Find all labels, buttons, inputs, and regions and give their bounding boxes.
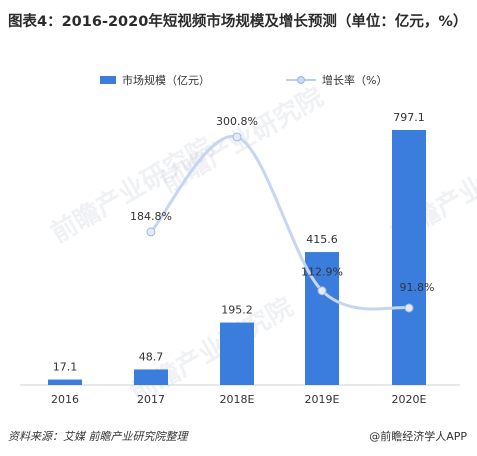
legend-bar-swatch (100, 76, 116, 84)
legend-label-market-size: 市场规模（亿元） (122, 74, 210, 87)
growth-rate-label: 91.8% (400, 281, 435, 294)
legend-line-swatch (286, 75, 316, 85)
bar (392, 130, 426, 385)
source-note: 资料来源：艾媒 前瞻产业研究院整理 (8, 430, 188, 443)
growth-rate-point (317, 286, 327, 296)
growth-rate-label: 184.8% (130, 210, 172, 223)
growth-rate-point (232, 132, 242, 142)
legend-label-growth-rate: 增长率（%） (322, 74, 388, 87)
x-tick-label: 2016 (51, 393, 79, 406)
bar-value-label: 797.1 (393, 111, 425, 124)
legend-item-growth-rate: 增长率（%） (286, 72, 387, 88)
bar-value-label: 415.6 (306, 233, 338, 246)
bar (48, 379, 82, 385)
growth-rate-line (149, 134, 410, 311)
x-tick-label: 2018E (220, 393, 255, 406)
growth-rate-label: 112.9% (301, 266, 343, 279)
bar (220, 322, 254, 385)
x-tick-label: 2017 (137, 393, 165, 406)
bar-value-label: 48.7 (139, 350, 164, 363)
chart-legend: 市场规模（亿元） 增长率（%） (0, 72, 477, 92)
x-tick-label: 2020E (392, 393, 427, 406)
bar-value-label: 17.1 (53, 361, 78, 374)
growth-rate-point (404, 303, 414, 313)
x-tick-label: 2019E (305, 393, 340, 406)
chart-title: 图表4：2016-2020年短视频市场规模及增长预测（单位：亿元，%） (8, 14, 468, 30)
legend-item-market-size: 市场规模（亿元） (100, 72, 210, 88)
bar-value-label: 195.2 (221, 304, 253, 317)
growth-rate-label: 300.8% (216, 115, 258, 128)
brand-note: @前瞻经济学人APP (369, 430, 467, 443)
bar (134, 369, 168, 385)
growth-rate-point (146, 227, 156, 237)
